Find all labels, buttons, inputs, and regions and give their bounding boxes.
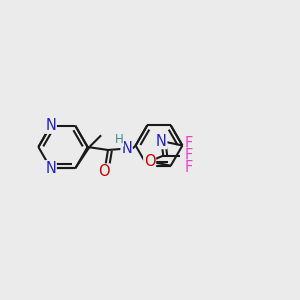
Text: N: N [121,141,132,156]
Text: N: N [45,161,56,176]
Text: F: F [185,160,193,175]
Text: N: N [45,118,56,133]
Text: O: O [99,164,110,179]
Text: H: H [122,142,131,155]
Text: F: F [185,136,193,151]
Text: F: F [185,148,193,163]
Text: O: O [144,154,155,169]
Text: N: N [156,134,167,148]
Text: H: H [115,133,124,146]
